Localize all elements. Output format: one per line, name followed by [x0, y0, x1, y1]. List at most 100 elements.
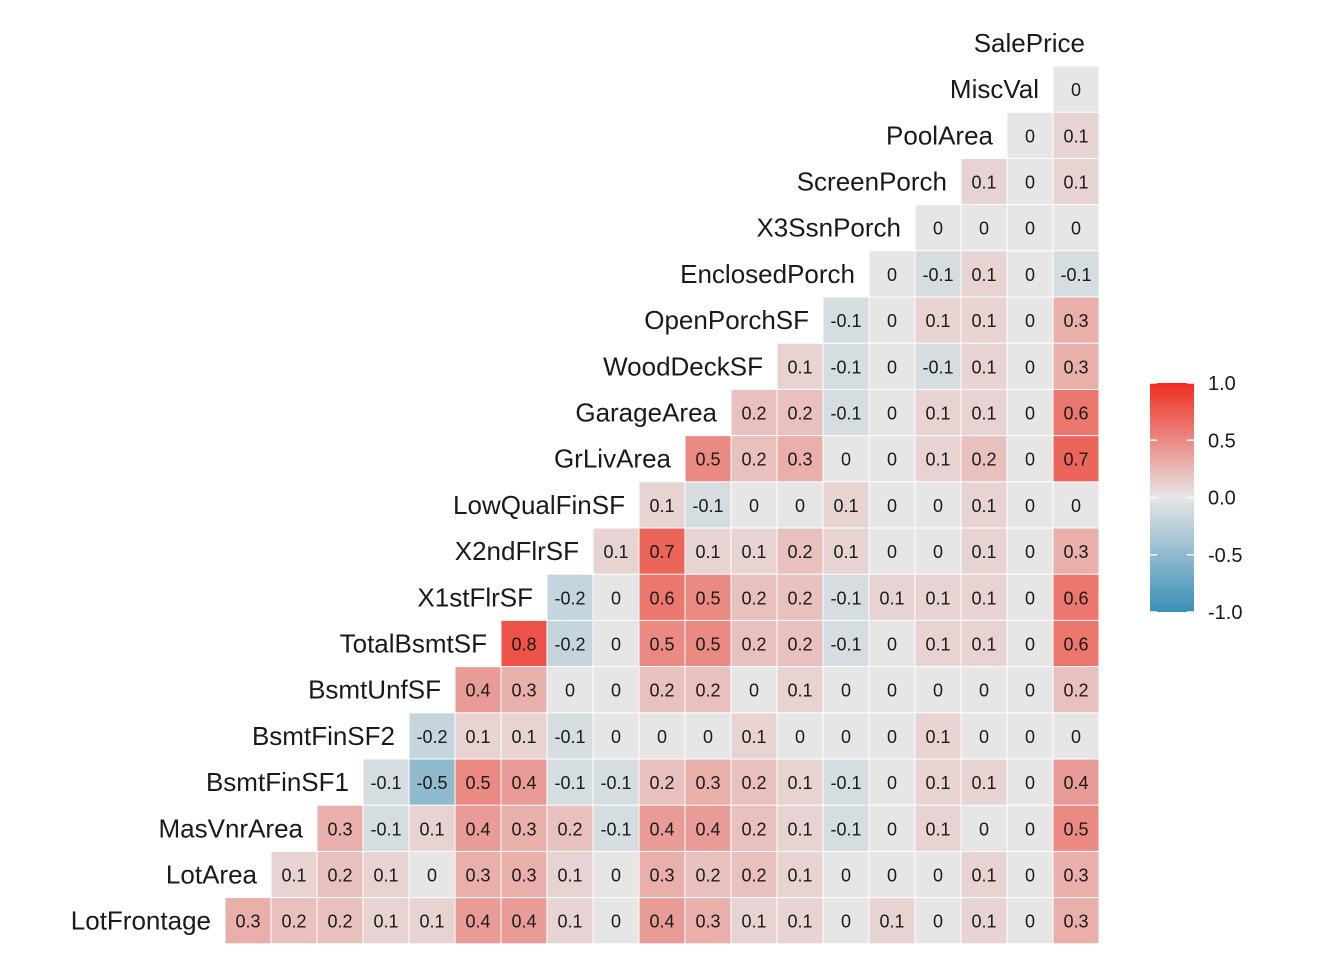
cell-value-label: 0	[427, 866, 437, 886]
cell-value-label: 0.2	[787, 542, 812, 562]
cell-value-label: 0	[887, 819, 897, 839]
heatmap-cell	[823, 805, 869, 851]
cell-value-label: 0.4	[465, 912, 490, 932]
cell-value-label: 0.3	[1063, 912, 1088, 932]
heatmap-cell	[685, 667, 731, 713]
cell-value-label: 0.5	[695, 450, 720, 470]
heatmap-cell	[823, 389, 869, 436]
row-label-lowqualfinsf: LowQualFinSF	[453, 490, 625, 520]
heatmap-cell	[639, 851, 685, 898]
cell-value-label: 0.1	[925, 635, 950, 655]
cell-value-label: 0.3	[1063, 542, 1088, 562]
heatmap-cell	[1053, 205, 1099, 251]
cell-value-label: 0.1	[787, 773, 812, 793]
heatmap-cell	[547, 759, 593, 805]
heatmap-cell	[501, 667, 547, 713]
heatmap-cell	[363, 805, 409, 851]
cell-value-label: 0.4	[649, 912, 674, 932]
heatmap-cell	[547, 713, 593, 759]
row-label-garagearea: GarageArea	[575, 398, 717, 428]
cell-value-label: 0.3	[787, 450, 812, 470]
cell-value-label: 0.1	[833, 542, 858, 562]
heatmap-cell	[961, 436, 1007, 482]
heatmap-cell	[731, 482, 777, 528]
heatmap-cell	[731, 667, 777, 713]
cell-value-label: 0	[1025, 819, 1035, 839]
heatmap-cell	[823, 436, 869, 482]
cell-value-label: 0.6	[1063, 635, 1088, 655]
cell-value-label: 0.1	[373, 866, 398, 886]
cell-value-label: 0.2	[649, 773, 674, 793]
heatmap-cell	[731, 713, 777, 759]
cell-value-label: 0	[887, 357, 897, 377]
cell-value-label: 0	[1025, 357, 1035, 377]
heatmap-cell	[915, 436, 961, 482]
heatmap-cell	[685, 851, 731, 898]
row-label-lotfrontage: LotFrontage	[71, 906, 211, 936]
cell-value-label: 0.2	[327, 912, 352, 932]
cell-value-label: 0.2	[787, 588, 812, 608]
heatmap-cell	[455, 759, 501, 805]
heatmap-cell	[1053, 759, 1099, 805]
heatmap-cell	[961, 898, 1007, 944]
cell-value-label: 0	[887, 404, 897, 424]
cell-value-label: 0.4	[649, 819, 674, 839]
row-label-openporchsf: OpenPorchSF	[644, 305, 809, 335]
cell-value-label: 0.1	[1063, 126, 1088, 146]
cell-value-label: 0.1	[741, 542, 766, 562]
cell-value-label: 0.3	[695, 912, 720, 932]
heatmap-cell	[823, 620, 869, 667]
heatmap-cell	[777, 528, 823, 574]
cell-value-label: -0.1	[830, 635, 861, 655]
cell-value-label: 0.2	[281, 912, 306, 932]
cell-value-label: 0.2	[1063, 681, 1088, 701]
cell-value-label: 0	[1025, 173, 1035, 193]
heatmap-cell	[1007, 574, 1053, 620]
heatmap-cell	[777, 851, 823, 898]
cell-value-label: 0	[565, 681, 575, 701]
heatmap-cell	[317, 805, 363, 851]
cell-value-label: 0	[611, 912, 621, 932]
heatmap-cell	[1053, 389, 1099, 436]
cell-value-label: 0	[841, 866, 851, 886]
heatmap-cell	[685, 574, 731, 620]
heatmap-cell	[777, 389, 823, 436]
cell-value-label: -0.2	[554, 588, 585, 608]
cell-value-label: 0	[749, 681, 759, 701]
cell-value-label: 0	[979, 681, 989, 701]
cell-value-label: 0	[1025, 219, 1035, 239]
heatmap-cell	[1007, 667, 1053, 713]
cell-value-label: -0.2	[416, 727, 447, 747]
heatmap-cell	[869, 851, 915, 898]
heatmap-cell	[961, 389, 1007, 436]
heatmap-cell	[547, 620, 593, 667]
cell-value-label: 0	[611, 635, 621, 655]
row-label-bsmtfinsf2: BsmtFinSF2	[252, 721, 395, 751]
cell-value-label: -0.1	[830, 773, 861, 793]
heatmap-cell	[915, 713, 961, 759]
heatmap-cell	[455, 667, 501, 713]
cell-value-label: 0	[933, 912, 943, 932]
cell-value-label: 0.3	[1063, 311, 1088, 331]
cell-value-label: 0.7	[649, 542, 674, 562]
heatmap-cell	[409, 713, 455, 759]
heatmap-cell	[869, 389, 915, 436]
heatmap-cell	[409, 759, 455, 805]
heatmap-cell	[363, 759, 409, 805]
cell-value-label: 0.2	[695, 866, 720, 886]
heatmap-cell	[1053, 297, 1099, 343]
heatmap-cell	[547, 898, 593, 944]
cell-value-label: 0.1	[787, 912, 812, 932]
heatmap-cell	[915, 898, 961, 944]
heatmap-cell	[1007, 713, 1053, 759]
heatmap-cell	[869, 805, 915, 851]
heatmap-cell	[1053, 620, 1099, 667]
heatmap-cell	[869, 251, 915, 297]
heatmap-cell	[1053, 851, 1099, 898]
cell-value-label: 0	[887, 773, 897, 793]
heatmap-cell	[961, 482, 1007, 528]
row-label-bsmtfinsf1: BsmtFinSF1	[206, 767, 349, 797]
heatmap-cell	[1053, 158, 1099, 205]
cell-value-label: 0	[933, 496, 943, 516]
